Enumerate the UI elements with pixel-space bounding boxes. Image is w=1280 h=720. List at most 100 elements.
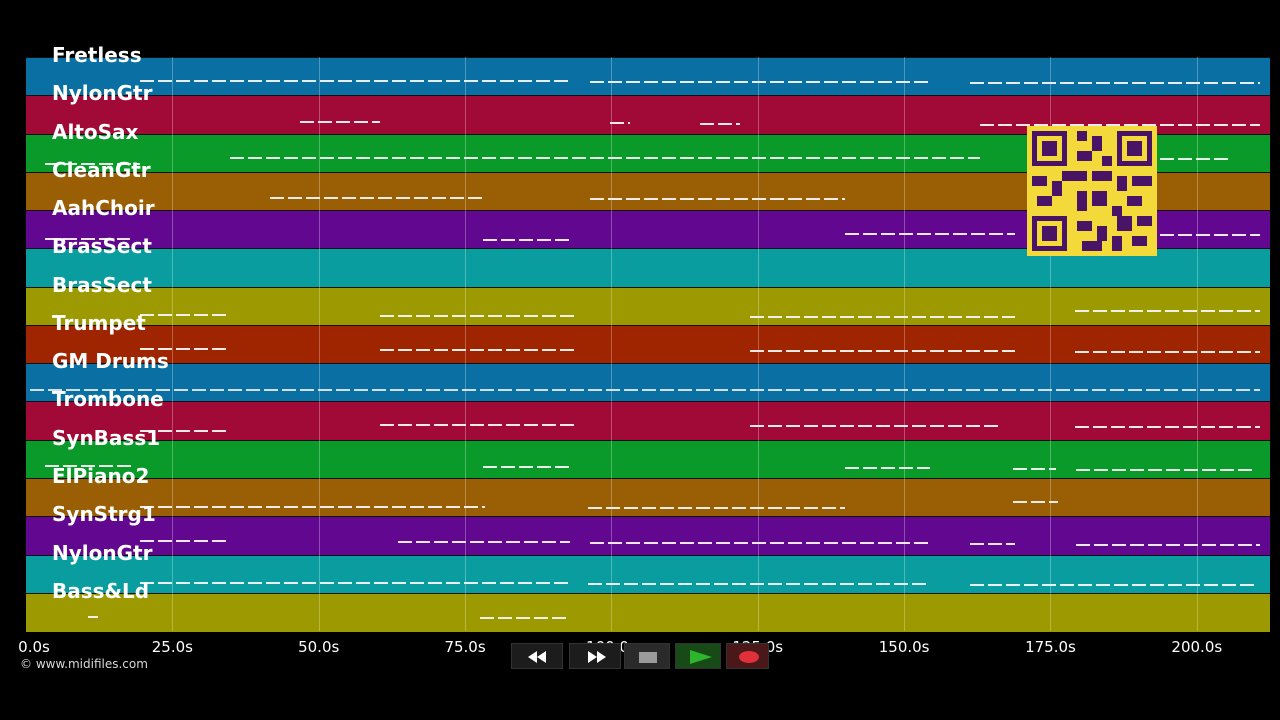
record-button[interactable] [726, 643, 769, 669]
note-mark [768, 506, 782, 509]
note-mark [588, 506, 602, 509]
track-lane [26, 57, 1270, 96]
note-mark [374, 80, 388, 82]
note-mark [590, 81, 604, 83]
note-mark [912, 389, 926, 392]
note-mark [626, 156, 640, 159]
note-mark [716, 81, 730, 83]
note-mark [698, 197, 712, 200]
note-mark [1049, 500, 1058, 503]
note-mark [356, 581, 370, 584]
note-mark [158, 540, 172, 543]
note-mark [120, 389, 134, 392]
note-mark [434, 424, 448, 427]
note-mark [390, 389, 404, 392]
note-mark [840, 389, 854, 392]
note-mark [392, 581, 406, 584]
fast-forward-button[interactable] [569, 643, 621, 669]
note-mark [896, 542, 910, 545]
note-mark [680, 81, 694, 83]
note-mark [1074, 389, 1088, 392]
note-mark [192, 389, 206, 392]
note-mark [450, 196, 464, 199]
note-mark [416, 314, 430, 317]
note-mark [662, 197, 676, 200]
note-mark [930, 349, 944, 352]
note-mark [176, 540, 190, 543]
note-mark [894, 582, 908, 585]
note-mark [45, 162, 59, 165]
note-mark [804, 315, 818, 318]
note-mark [1147, 426, 1161, 429]
time-tick-label: 200.0s [1171, 638, 1223, 656]
note-mark [356, 156, 370, 159]
note-mark [824, 542, 838, 545]
note-mark [410, 156, 424, 159]
track-label: CleanGtr [52, 157, 151, 182]
note-mark [1258, 82, 1260, 84]
note-mark [1147, 309, 1161, 312]
note-mark [1070, 124, 1084, 127]
note-mark [988, 583, 1002, 586]
note-mark [788, 197, 802, 200]
note-mark [176, 581, 190, 584]
note-mark [1006, 82, 1020, 84]
note-mark [1096, 82, 1110, 84]
stop-icon [639, 652, 657, 663]
note-mark [1007, 233, 1015, 236]
note-mark [935, 233, 949, 236]
note-mark [302, 581, 316, 584]
note-mark [248, 505, 262, 508]
note-mark [524, 541, 538, 544]
stop-button[interactable] [624, 643, 670, 669]
play-button[interactable] [675, 643, 721, 669]
note-mark [194, 313, 208, 316]
note-mark [416, 541, 430, 544]
track-label: BrasSect [52, 272, 152, 297]
note-mark [464, 80, 478, 82]
note-mark [1016, 124, 1030, 127]
note-mark [950, 156, 964, 159]
note-mark [1237, 426, 1251, 429]
note-mark [770, 197, 784, 200]
note-mark [536, 581, 550, 584]
note-mark [1147, 350, 1161, 353]
note-mark [590, 542, 604, 545]
note-mark [1238, 544, 1252, 547]
note-mark [914, 542, 928, 545]
note-mark [266, 80, 280, 82]
time-tick-label: 150.0s [878, 638, 930, 656]
note-mark [606, 389, 620, 392]
note-mark [858, 582, 872, 585]
note-mark [1132, 583, 1146, 586]
note-mark [354, 121, 368, 124]
note-mark [464, 156, 478, 159]
note-mark [414, 196, 428, 199]
note-mark [320, 581, 334, 584]
note-mark [470, 424, 484, 427]
note-mark [264, 389, 278, 392]
track-lane [26, 363, 1270, 402]
note-mark [696, 506, 710, 509]
note-mark [1196, 157, 1210, 160]
note-mark [554, 156, 568, 159]
note-mark [1096, 583, 1110, 586]
note-mark [842, 542, 856, 545]
note-mark [356, 505, 370, 508]
note-mark [1256, 544, 1260, 547]
note-mark [966, 315, 980, 318]
note-mark [560, 541, 570, 544]
note-mark [680, 156, 694, 159]
note-mark [1204, 82, 1218, 84]
note-mark [1178, 157, 1192, 160]
note-mark [912, 315, 926, 318]
note-mark [788, 542, 802, 545]
note-mark [917, 233, 931, 236]
note-mark [1236, 389, 1250, 392]
note-mark [470, 348, 484, 351]
rewind-button[interactable] [511, 643, 563, 669]
note-mark [858, 389, 872, 392]
note-mark [519, 239, 533, 242]
note-mark [498, 616, 512, 619]
note-mark [354, 389, 368, 392]
